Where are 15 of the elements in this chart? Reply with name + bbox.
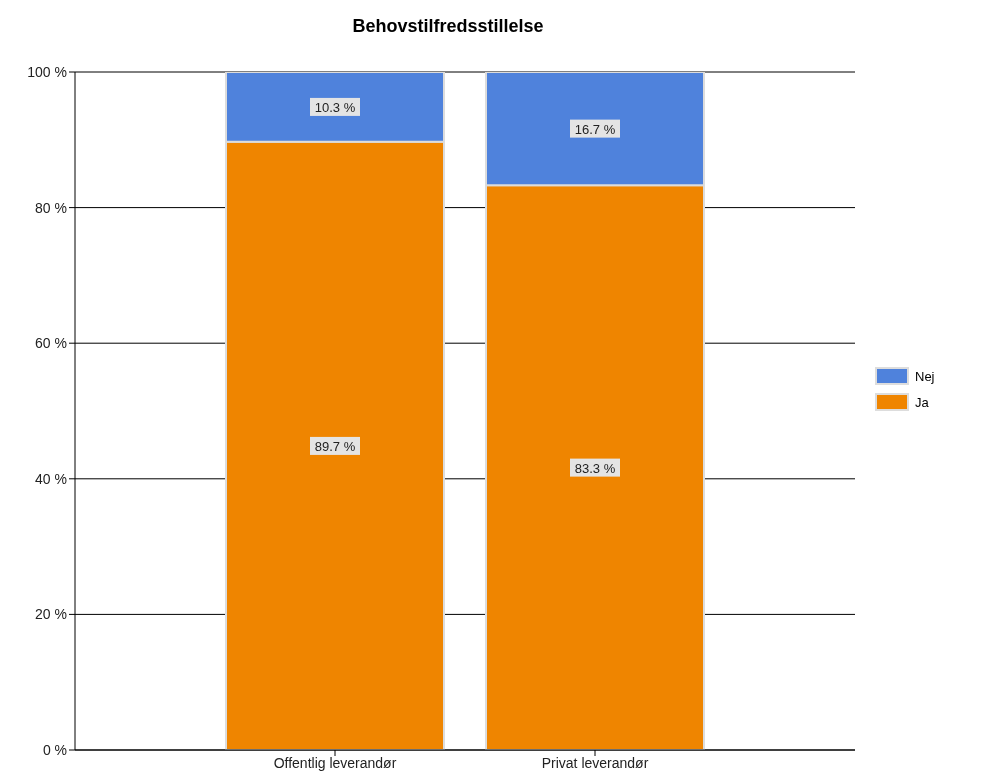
y-tick-label: 20 % xyxy=(35,606,67,623)
chart-title: Behovstilfredsstillelse xyxy=(351,16,545,37)
legend-label: Ja xyxy=(915,394,929,410)
x-tick-label: Privat leverandør xyxy=(541,754,649,771)
legend-label: Nej xyxy=(915,368,935,384)
y-tick-label: 80 % xyxy=(35,199,67,216)
y-tick-label: 60 % xyxy=(35,335,67,352)
data-label: 83.3 % xyxy=(574,460,616,476)
data-label: 89.7 % xyxy=(314,438,356,454)
y-tick-label: 100 % xyxy=(27,63,67,80)
y-tick-label: 0 % xyxy=(42,741,67,758)
data-label: 16.7 % xyxy=(574,121,616,137)
data-label: 10.3 % xyxy=(314,99,356,115)
y-tick-label: 40 % xyxy=(35,470,67,487)
x-tick-label: Offentlig leverandør xyxy=(273,754,397,771)
